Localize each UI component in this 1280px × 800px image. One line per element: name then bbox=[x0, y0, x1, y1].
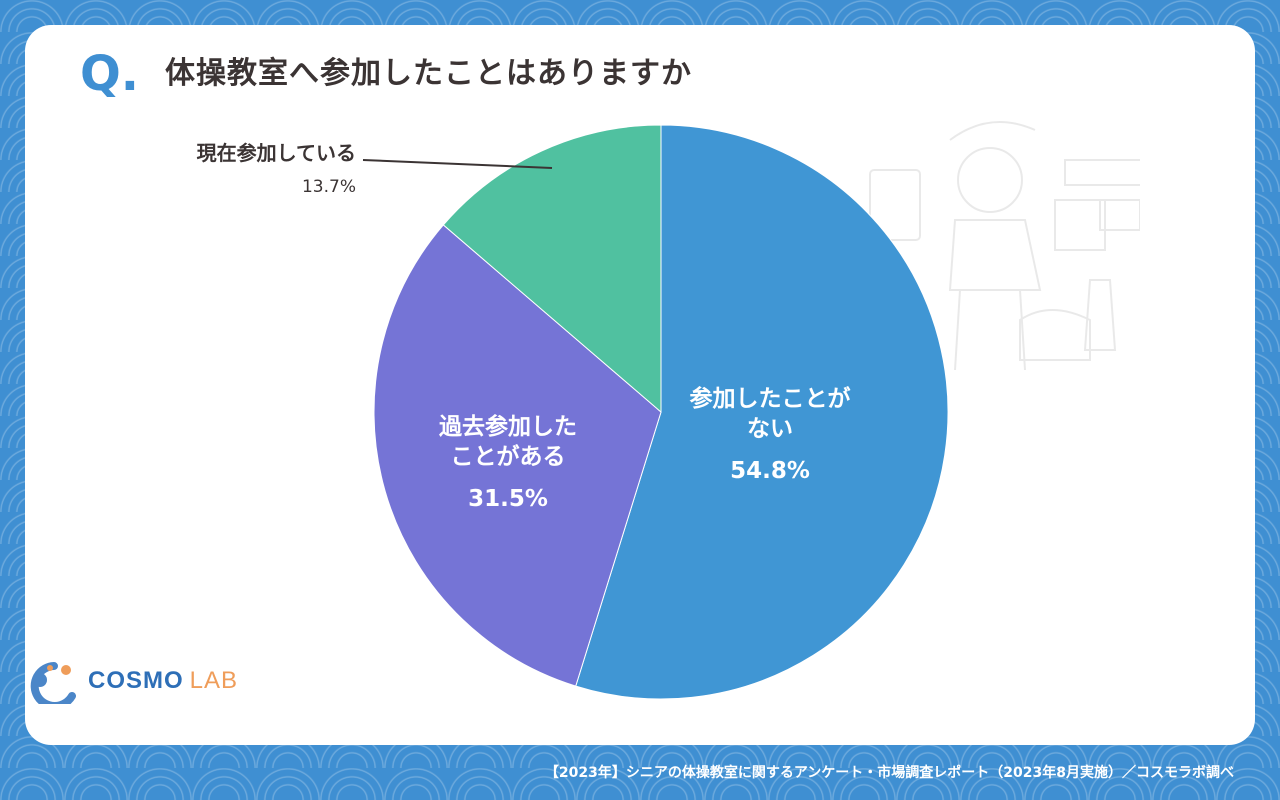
slice-value-label: 54.8% bbox=[730, 458, 810, 484]
logo-brand: COSMO bbox=[88, 667, 184, 694]
cosmo-lab-logo: COSMO LAB bbox=[22, 658, 238, 704]
slice-label: ない bbox=[747, 416, 793, 442]
pie-slice bbox=[373, 224, 662, 687]
question-mark-label: Q. bbox=[80, 46, 140, 102]
chart-title: 体操教室へ参加したことはありますか bbox=[165, 56, 692, 91]
logo-text: COSMO LAB bbox=[88, 667, 238, 695]
pie-slice bbox=[575, 124, 949, 700]
logo-suffix: LAB bbox=[189, 667, 239, 694]
footer-source: 【2023年】シニアの体操教室に関するアンケート・市場調査レポート（2023年8… bbox=[544, 765, 1234, 781]
slice-label: 参加したことが bbox=[690, 385, 851, 412]
gym-illustration-icon bbox=[869, 121, 1140, 370]
slice-label: 過去参加した bbox=[439, 413, 577, 440]
slice-value-label: 31.5% bbox=[468, 486, 548, 512]
cosmo-logo-icon bbox=[30, 662, 76, 704]
slice-label: 現在参加している bbox=[197, 141, 356, 165]
slice-label: ことがある bbox=[451, 443, 566, 470]
slice-value-label: 13.7% bbox=[302, 177, 356, 197]
pie-slices bbox=[373, 124, 949, 700]
pie-slice bbox=[442, 124, 662, 414]
leader-line bbox=[362, 159, 553, 169]
